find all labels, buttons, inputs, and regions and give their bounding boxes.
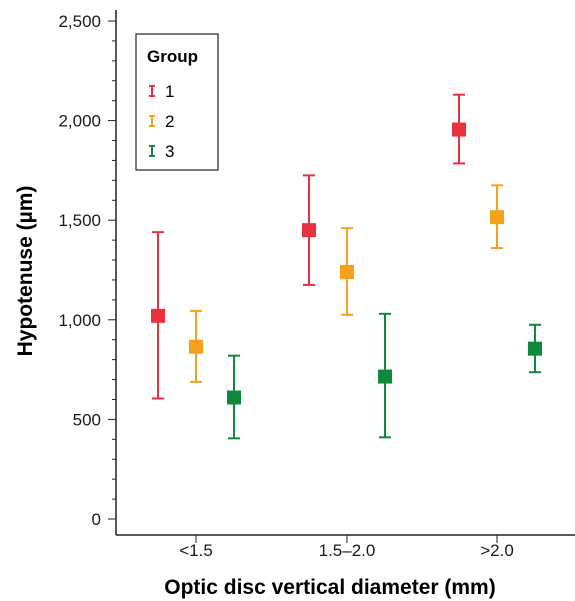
- mean-marker: [452, 122, 466, 137]
- mean-marker: [340, 264, 354, 279]
- x-tick-label: >2.0: [480, 541, 514, 560]
- mean-marker: [490, 210, 504, 225]
- x-axis-ticks: <1.5 1.5–2.0 >2.0: [179, 535, 514, 560]
- legend-box: [135, 33, 219, 171]
- y-axis-title: Hypotenuse (µm): [14, 186, 37, 357]
- mean-marker: [189, 339, 203, 354]
- mean-marker: [528, 341, 542, 356]
- legend-label: 3: [165, 142, 174, 161]
- y-tick-label: 1,500: [58, 211, 101, 230]
- y-tick-label: 2,500: [58, 12, 101, 31]
- y-tick-label: 500: [73, 410, 101, 429]
- x-tick-label: <1.5: [179, 541, 213, 560]
- mean-marker: [151, 308, 165, 323]
- x-axis-title: Optic disc vertical diameter (mm): [164, 576, 495, 599]
- mean-marker: [227, 390, 241, 405]
- error-bar-group-1: [151, 231, 165, 400]
- error-bar-group-2: [340, 227, 354, 316]
- legend: Group 1 2 3: [135, 33, 219, 171]
- mean-marker: [302, 223, 316, 238]
- error-bar-group-3: [378, 312, 392, 439]
- y-axis-ticks: 0 500 1,000 1,500 2,000 2,500: [58, 12, 116, 529]
- error-bar-group-1: [452, 93, 466, 165]
- x-tick-label: 1.5–2.0: [319, 541, 376, 560]
- error-bar-group-2: [189, 309, 203, 383]
- legend-items: 1 2 3: [149, 82, 174, 161]
- error-bar-group-2: [490, 184, 504, 250]
- legend-label: 1: [165, 82, 174, 101]
- data-marks: [151, 93, 542, 440]
- error-bar-group-3: [528, 323, 542, 374]
- mean-marker: [378, 369, 392, 384]
- legend-label: 2: [165, 112, 174, 131]
- y-tick-label: 1,000: [58, 311, 101, 330]
- y-tick-label: 2,000: [58, 112, 101, 131]
- error-bar-group-3: [227, 354, 241, 440]
- legend-title: Group: [147, 47, 198, 66]
- y-tick-label: 0: [92, 510, 101, 529]
- error-bar-group-1: [302, 174, 316, 286]
